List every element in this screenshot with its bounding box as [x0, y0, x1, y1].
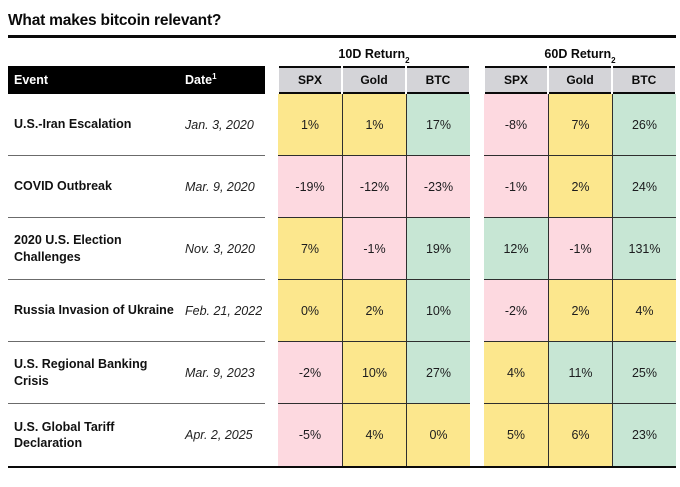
- group-header-60d: 60D Return 2: [544, 47, 616, 65]
- event-date: Jan. 3, 2020: [185, 117, 254, 132]
- return-cell: 1%: [342, 94, 406, 156]
- return-cell: -8%: [484, 94, 548, 156]
- return-cell: -19%: [278, 156, 342, 218]
- return-cell: 17%: [406, 94, 470, 156]
- return-cell: 131%: [612, 218, 676, 280]
- returns-grid: 10D Return 2 60D Return 2 Event Date1 SPX …: [8, 42, 676, 466]
- return-cell: 23%: [612, 404, 676, 466]
- return-cell: 26%: [612, 94, 676, 156]
- column-header-btc-60d: BTC: [613, 66, 675, 94]
- return-cell: 25%: [612, 342, 676, 404]
- return-cell: 10%: [406, 280, 470, 342]
- event-name: 2020 U.S. Election Challenges: [14, 233, 122, 264]
- event-date: Feb. 21, 2022: [185, 303, 263, 318]
- column-header-btc-10d: BTC: [407, 66, 469, 94]
- return-cell: -2%: [484, 280, 548, 342]
- return-cell: 4%: [484, 342, 548, 404]
- event-cell: Russia Invasion of Ukraine Feb. 21, 2022: [8, 280, 265, 342]
- return-cell: 2%: [342, 280, 406, 342]
- column-header-gold-60d: Gold: [549, 66, 611, 94]
- return-cell: -23%: [406, 156, 470, 218]
- return-cell: -5%: [278, 404, 342, 466]
- column-gap: [470, 342, 484, 404]
- column-gap: [265, 94, 278, 156]
- return-cell: 24%: [612, 156, 676, 218]
- return-cell: 0%: [278, 280, 342, 342]
- event-date: Mar. 9, 2023: [185, 365, 255, 380]
- return-cell: -1%: [548, 218, 612, 280]
- return-cell: 7%: [548, 94, 612, 156]
- event-date: Mar. 9, 2020: [185, 179, 255, 194]
- event-name: U.S.-Iran Escalation: [14, 117, 132, 132]
- column-gap: [265, 342, 278, 404]
- return-cell: 4%: [342, 404, 406, 466]
- page-title: What makes bitcoin relevant?: [8, 12, 222, 29]
- column-header-spx-10d: SPX: [279, 66, 341, 94]
- event-cell: U.S. Global Tariff Declaration Apr. 2, 2…: [8, 404, 265, 466]
- return-cell: 6%: [548, 404, 612, 466]
- column-gap: [470, 280, 484, 342]
- return-cell: 2%: [548, 156, 612, 218]
- return-cell: 1%: [278, 94, 342, 156]
- column-gap: [470, 218, 484, 280]
- event-cell: COVID Outbreak Mar. 9, 2020: [8, 156, 265, 218]
- event-name: U.S. Regional Banking Crisis: [14, 357, 148, 388]
- return-cell: 19%: [406, 218, 470, 280]
- column-gap: [470, 404, 484, 466]
- return-cell: 4%: [612, 280, 676, 342]
- column-header-spx-60d: SPX: [485, 66, 547, 94]
- return-cell: 2%: [548, 280, 612, 342]
- return-cell: -12%: [342, 156, 406, 218]
- return-cell: -1%: [342, 218, 406, 280]
- return-cell: 5%: [484, 404, 548, 466]
- event-cell: 2020 U.S. Election Challenges Nov. 3, 20…: [8, 218, 265, 280]
- column-gap: [470, 94, 484, 156]
- column-gap: [470, 156, 484, 218]
- return-cell: 27%: [406, 342, 470, 404]
- footnote-marker: 1: [212, 71, 217, 81]
- column-gap: [265, 218, 278, 280]
- return-cell: 7%: [278, 218, 342, 280]
- event-date: Nov. 3, 2020: [185, 241, 255, 256]
- column-header-gold-10d: Gold: [343, 66, 405, 94]
- event-cell: U.S.-Iran Escalation Jan. 3, 2020: [8, 94, 265, 156]
- event-name: COVID Outbreak: [14, 179, 112, 194]
- group-header-10d: 10D Return 2: [338, 47, 410, 65]
- return-cell: 12%: [484, 218, 548, 280]
- return-cell: -1%: [484, 156, 548, 218]
- return-cell: 11%: [548, 342, 612, 404]
- group-row-spacer: [8, 42, 278, 66]
- return-cell: -2%: [278, 342, 342, 404]
- column-gap: [265, 156, 278, 218]
- event-date: Apr. 2, 2025: [185, 428, 253, 442]
- event-name: Russia Invasion of Ukraine: [14, 303, 174, 318]
- event-header-label: Event: [14, 73, 49, 87]
- column-gap: [265, 66, 278, 94]
- column-gap: [470, 66, 484, 94]
- table-bottom-rule: [8, 466, 676, 468]
- column-gap: [265, 280, 278, 342]
- return-cell: 0%: [406, 404, 470, 466]
- return-cell: 10%: [342, 342, 406, 404]
- event-cell: U.S. Regional Banking Crisis Mar. 9, 202…: [8, 342, 265, 404]
- column-gap: [265, 404, 278, 466]
- event-date-header: Event Date1: [8, 66, 265, 94]
- title-rule: [8, 35, 676, 38]
- event-name: U.S. Global Tariff Declaration: [14, 419, 115, 450]
- date-header-text: Date: [185, 73, 213, 87]
- date-header-label: Date1: [185, 71, 255, 87]
- group-header-10d-label: 10D Return: [338, 47, 406, 61]
- group-header-60d-label: 60D Return: [544, 47, 612, 61]
- group-row-spacer: [470, 42, 484, 66]
